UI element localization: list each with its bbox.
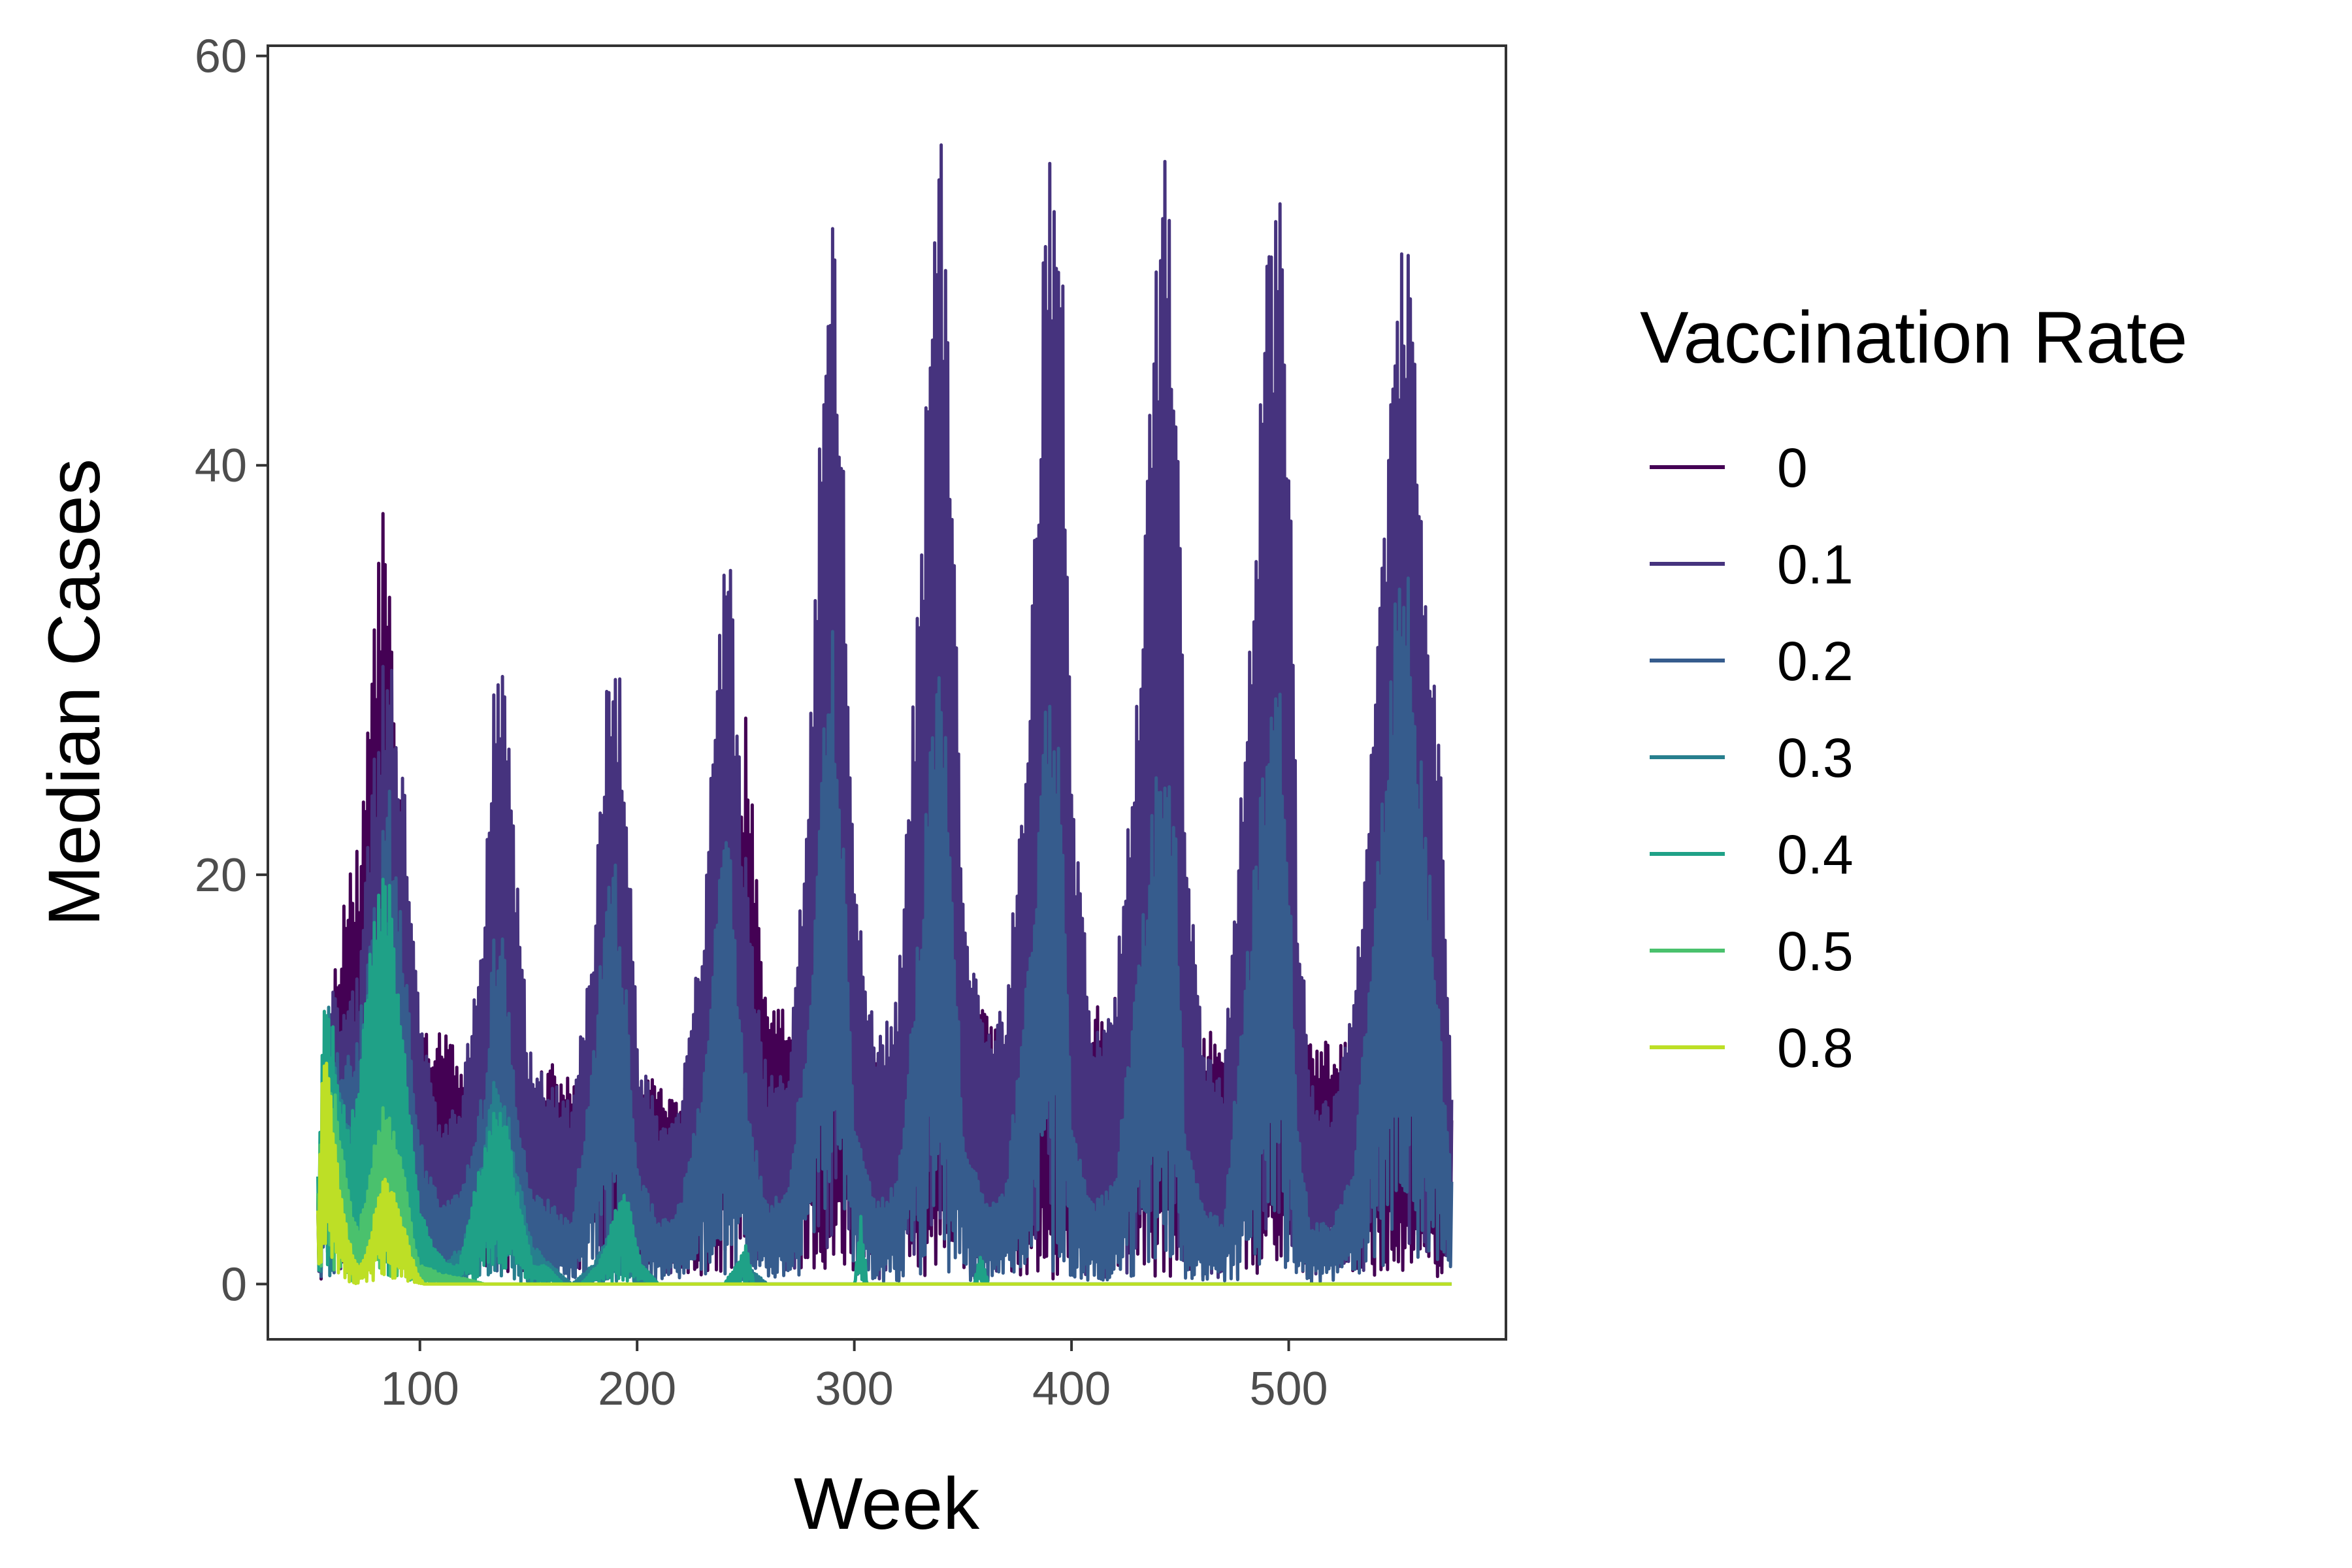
y-tick-label: 20 xyxy=(195,849,247,902)
legend-item-0.1: 0.1 xyxy=(1650,534,1854,595)
y-tick-label: 0 xyxy=(221,1258,247,1311)
series-layer xyxy=(316,143,1454,1286)
y-axis-title: Median Cases xyxy=(33,459,115,926)
legend-item-0.3: 0.3 xyxy=(1650,727,1854,789)
legend-label: 0.3 xyxy=(1777,727,1854,789)
plot-panel-border xyxy=(267,44,1507,1341)
legend-label: 0 xyxy=(1777,437,1808,498)
legend-label: 0.4 xyxy=(1777,824,1854,885)
legend-item-0: 0 xyxy=(1650,437,1808,498)
legend: 0 0.1 0.2 0.3 0.4 0.5 0.8 xyxy=(1650,437,1854,1079)
legend-item-0.8: 0.8 xyxy=(1650,1017,1854,1079)
series-line-0.1 xyxy=(316,143,1454,1281)
legend-label: 0.1 xyxy=(1777,534,1854,595)
x-tick-label: 500 xyxy=(1249,1363,1328,1415)
y-axis: 0 20 40 60 xyxy=(195,31,268,1311)
series-line-0.8 xyxy=(316,1062,1452,1286)
x-axis: 100 200 300 400 500 xyxy=(381,1339,1328,1415)
legend-label: 0.2 xyxy=(1777,630,1854,692)
legend-label: 0.5 xyxy=(1777,921,1854,982)
x-tick-label: 100 xyxy=(381,1363,459,1415)
x-tick-label: 400 xyxy=(1032,1363,1111,1415)
y-tick-label: 40 xyxy=(195,440,247,492)
legend-item-0.2: 0.2 xyxy=(1650,630,1854,692)
series-line-0.2 xyxy=(316,576,1454,1284)
legend-item-0.4: 0.4 xyxy=(1650,824,1854,885)
x-axis-title: Week xyxy=(794,1463,980,1544)
legend-item-0.5: 0.5 xyxy=(1650,921,1854,982)
legend-label: 0.8 xyxy=(1777,1017,1854,1079)
legend-title: Vaccination Rate xyxy=(1640,297,2187,378)
x-tick-label: 200 xyxy=(598,1363,676,1415)
x-tick-label: 300 xyxy=(815,1363,894,1415)
y-tick-label: 60 xyxy=(195,31,247,83)
